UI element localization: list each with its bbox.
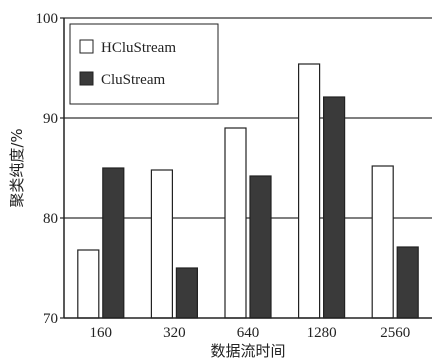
- axes: [63, 18, 432, 319]
- y-tick-label: 80: [43, 211, 58, 227]
- x-ticks: 160 320 640 1280 2560: [90, 325, 411, 341]
- x-tick-label: 2560: [380, 325, 410, 341]
- x-tick-label: 640: [237, 325, 260, 341]
- x-tick-label: 160: [90, 325, 113, 341]
- bar-hclustream-160: [77, 249, 100, 319]
- legend: HCluStream CluStream: [69, 23, 219, 105]
- x-axis-label: 数据流时间: [210, 342, 285, 360]
- bar-hclustream-640: [224, 127, 247, 319]
- legend-label-hclustream: HCluStream: [101, 40, 176, 56]
- legend-label-clustream: CluStream: [101, 72, 165, 88]
- x-tick-label: 320: [163, 325, 186, 341]
- bar-clustream-2560: [396, 246, 419, 319]
- legend-box: [69, 23, 219, 105]
- y-tick-label: 100: [36, 11, 59, 27]
- y-tick-label: 90: [43, 111, 58, 127]
- y-ticks: 70 80 90 100: [36, 11, 64, 327]
- bar-clustream-160: [102, 167, 125, 319]
- bar-hclustream-1280: [298, 63, 321, 319]
- x-tick-label: 1280: [307, 325, 337, 341]
- legend-swatch-hclustream: [79, 39, 94, 54]
- y-tick-label: 70: [43, 311, 58, 327]
- bars: [77, 63, 419, 319]
- bar-clustream-640: [249, 175, 272, 319]
- y-axis-label: 聚类纯度/%: [8, 128, 26, 207]
- bar-clustream-320: [175, 267, 198, 319]
- bar-hclustream-320: [150, 169, 173, 319]
- legend-swatch-clustream: [79, 71, 94, 86]
- gridlines: [64, 17, 432, 219]
- bar-clustream-1280: [323, 96, 346, 319]
- bar-hclustream-2560: [371, 165, 394, 319]
